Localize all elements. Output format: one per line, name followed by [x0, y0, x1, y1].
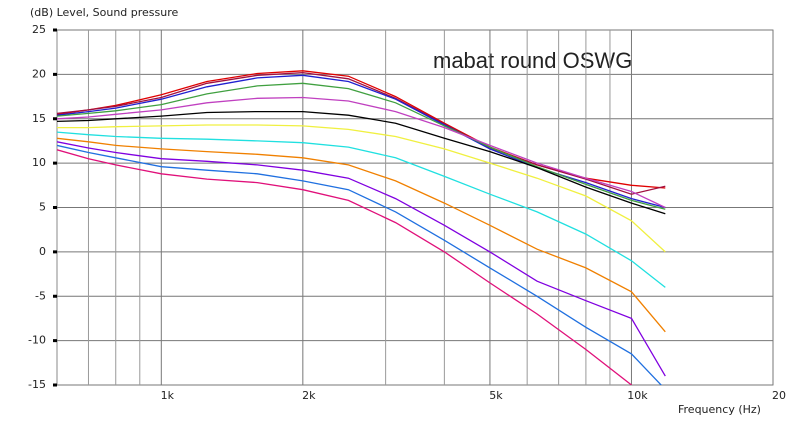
annotation: mabat round OSWG: [433, 48, 632, 73]
x-tick-label: 10k: [627, 389, 648, 402]
series-line: [57, 149, 632, 385]
y-tick-label: -15: [28, 378, 46, 391]
series-line: [57, 144, 663, 385]
series-group: [57, 70, 666, 385]
x-tick-label: 5k: [489, 389, 503, 402]
series-line: [57, 141, 666, 377]
y-tick-label: 0: [39, 245, 46, 258]
y-tick-label: -5: [35, 289, 46, 302]
series-line: [57, 110, 666, 215]
x-tick-label: 1k: [161, 389, 175, 402]
series-line: [57, 137, 666, 333]
x-axis-label: Frequency (Hz): [678, 403, 761, 416]
y-tick-label: 10: [32, 156, 46, 169]
series-line: [57, 74, 666, 209]
y-tick-label: 5: [39, 201, 46, 214]
series-line: [57, 96, 666, 209]
x-tick-label: 2k: [302, 389, 316, 402]
series-line: [57, 131, 666, 288]
y-tick-label: -10: [28, 334, 46, 347]
series-line: [57, 82, 666, 210]
series-line: [57, 71, 666, 195]
x-tick-label: 20: [772, 389, 786, 402]
axis-title: (dB) Level, Sound pressure: [30, 6, 179, 19]
y-tick-label: 20: [32, 67, 46, 80]
y-tick-label: 25: [32, 23, 46, 36]
y-tick-label: 15: [32, 112, 46, 125]
series-line: [57, 124, 666, 253]
